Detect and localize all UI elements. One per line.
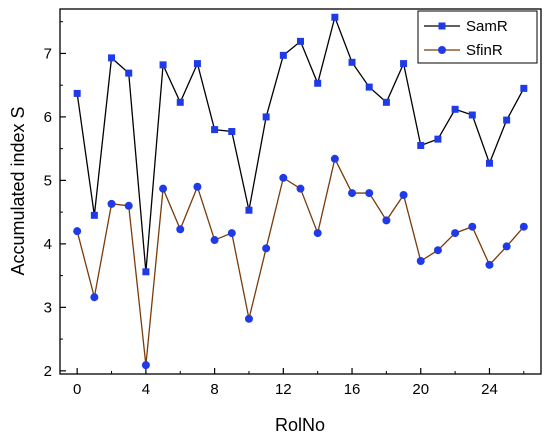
data-point [313,229,322,238]
data-point [416,257,425,266]
legend-label: SfinR [466,42,503,59]
data-point [348,58,356,66]
x-axis-ticks: 0 4 8 12 16 20 24 [73,368,525,398]
legend-box [417,10,538,64]
x-tick-label: 8 [210,381,218,398]
data-point [176,98,184,106]
data-point [519,222,528,231]
legend-marker [438,22,446,30]
data-point [90,293,99,302]
x-tick-label: 4 [142,381,150,398]
data-point [245,206,253,214]
data-point [348,189,357,198]
legend-marker [438,46,446,54]
data-point [365,83,373,91]
data-point [108,54,116,62]
series-SfinR [73,154,528,370]
x-axis-title: RolNo [275,415,325,435]
y-tick-label: 5 [44,172,52,189]
data-point [176,225,185,234]
legend: SamR SfinR [417,10,538,64]
series-layer [73,13,528,370]
data-point [468,111,476,119]
data-point [297,37,304,45]
x-tick-label: 24 [481,381,498,398]
data-point [382,216,391,225]
legend-label: SamR [466,18,508,35]
x-tick-label: 12 [275,381,292,398]
series-SamR [73,13,528,276]
data-point [502,242,511,251]
plot-frame [59,8,542,375]
y-tick-label: 4 [44,236,52,253]
data-point [520,84,528,92]
data-point [141,361,150,370]
data-point [244,314,253,323]
data-point [210,236,219,245]
data-point [400,60,408,68]
data-point [124,201,133,210]
data-point [73,227,82,236]
data-point [433,246,442,255]
data-point [90,211,98,219]
data-point [279,173,288,182]
data-point [211,126,219,134]
data-point [262,113,270,121]
data-point [193,60,201,68]
data-point [125,69,133,77]
data-point [485,159,493,167]
data-point [434,135,442,143]
y-axis-ticks: 2 3 4 5 6 7 [44,21,66,380]
data-point [279,51,287,59]
data-point [73,89,81,97]
data-point [314,79,322,87]
data-point [417,141,425,149]
data-point [399,190,408,199]
data-point [262,244,271,253]
data-point [451,229,460,238]
data-point [159,61,167,69]
data-point [485,260,494,269]
y-tick-label: 2 [44,363,52,380]
x-tick-label: 16 [344,381,361,398]
y-tick-label: 6 [44,109,52,126]
y-axis-title: Accumulated index S [8,106,28,275]
data-point [331,13,339,21]
data-point [228,128,236,136]
y-tick-label: 3 [44,299,52,316]
data-point [227,229,236,238]
data-point [365,189,374,198]
data-point [330,154,339,163]
data-point [382,98,390,106]
y-tick-label: 7 [44,45,52,62]
data-point [107,199,116,208]
data-point [451,105,459,113]
data-point [159,184,168,193]
data-point [142,268,150,276]
data-point [296,184,305,193]
x-tick-label: 0 [73,381,81,398]
data-point [503,116,511,124]
data-point [193,182,202,191]
x-tick-label: 20 [412,381,429,398]
data-point [468,222,477,231]
